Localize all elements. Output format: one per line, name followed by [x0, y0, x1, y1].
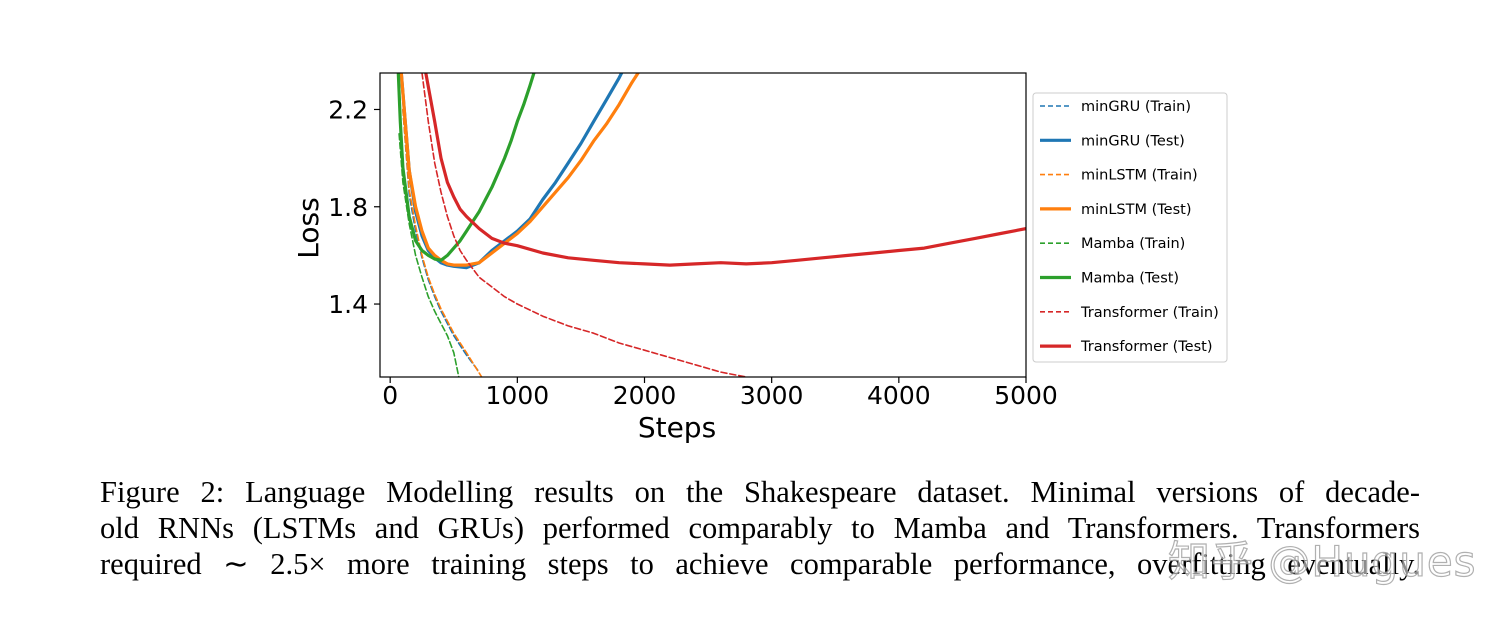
x-tick-label-5000: 5000 — [994, 381, 1058, 410]
plot-series-group — [396, 73, 1026, 377]
x-tick-label-3000: 3000 — [740, 381, 804, 410]
x-tick-label-2000: 2000 — [613, 381, 677, 410]
legend-box — [1032, 92, 1228, 363]
legend-label-mingru-train: minGRU (Train) — [1081, 99, 1191, 115]
series-line-mamba-test — [396, 73, 536, 262]
legend-label-minlstm-test: minLSTM (Test) — [1081, 202, 1191, 218]
legend-label-mamba-test: Mamba (Test) — [1081, 271, 1179, 287]
series-line-mingru-train — [402, 108, 481, 373]
y-tick-label-1-8: 1.8 — [328, 193, 368, 222]
figure-caption: Figure 2: Language Modelling results on … — [100, 474, 1420, 582]
plot-frame — [379, 72, 1027, 378]
watermark-text: 知乎 @Hugues — [1167, 536, 1477, 586]
legend-label-transformer-train: Transformer (Train) — [1080, 305, 1219, 321]
x-tick-label-4000: 4000 — [867, 381, 931, 410]
y-axis-label: Loss — [292, 197, 325, 258]
series-line-minlstm-test — [399, 73, 640, 267]
y-axis: 1.4 1.8 2.2 — [328, 95, 380, 319]
legend-label-transformer-test: Transformer (Test) — [1080, 339, 1212, 355]
legend: minGRU (Train) minGRU (Test) minLSTM (Trai… — [1032, 92, 1228, 363]
y-tick-label-2-2: 2.2 — [328, 95, 368, 124]
series-line-transformer-test — [424, 73, 1026, 267]
legend-label-mamba-train: Mamba (Train) — [1081, 236, 1185, 252]
legend-label-mingru-test: minGRU (Test) — [1081, 133, 1185, 149]
series-line-transformer-train — [421, 73, 748, 377]
caption-line-3: required ∼ 2.5× more training steps to a… — [100, 547, 1420, 581]
caption-line-1: Figure 2: Language Modelling results on … — [100, 475, 1420, 509]
legend-label-minlstm-train: minLSTM (Train) — [1081, 168, 1198, 184]
figure-chart: 0 1000 2000 3000 4000 5000 1.4 1.8 2.2 Steps Lo… — [292, 72, 1228, 444]
y-tick-label-1-4: 1.4 — [328, 290, 368, 319]
x-axis-label: Steps — [638, 411, 716, 444]
series-line-minlstm-train — [402, 108, 483, 377]
x-tick-label-1000: 1000 — [486, 381, 550, 410]
x-axis: 0 1000 2000 3000 4000 5000 — [382, 377, 1058, 410]
caption-line-2: old RNNs (LSTMs and GRUs) performed comp… — [100, 511, 1420, 545]
x-tick-label-0: 0 — [382, 381, 398, 410]
